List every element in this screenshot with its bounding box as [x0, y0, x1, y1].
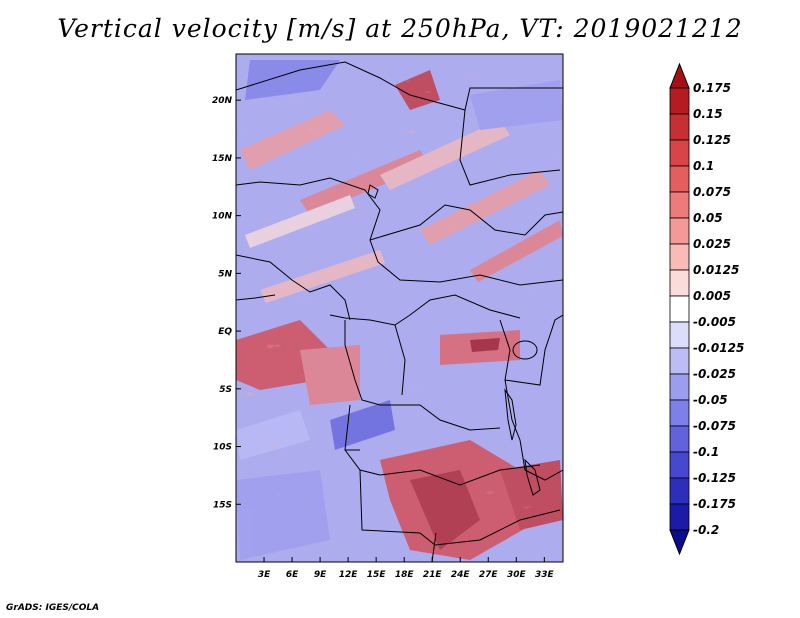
colorbar-segment — [669, 165, 690, 193]
y-tick-label: 15S — [213, 500, 232, 510]
colorbar-label: 0.005 — [693, 289, 731, 303]
colorbar-segment — [669, 191, 690, 219]
map-frame — [235, 53, 564, 563]
colorbar-label: -0.2 — [693, 523, 719, 537]
x-tick-label: 3E — [258, 570, 271, 580]
colorbar-segment — [669, 269, 690, 297]
colorbar: 0.175 0.15 0.125 0.1 0.075 0.05 0.025 0.0125 0.0… — [669, 62, 744, 556]
x-tick-label: 15E — [367, 570, 387, 580]
x-tick-label: 33E — [535, 570, 555, 580]
colorbar-segment — [669, 425, 690, 453]
colorbar-label: 0.1 — [693, 159, 714, 173]
map-title: Vertical velocity [m/s] at 250hPa, VT: 2… — [57, 14, 743, 43]
x-tick-label: 18E — [395, 570, 415, 580]
colorbar-label: -0.075 — [693, 419, 736, 433]
colorbar-label: 0.15 — [693, 107, 723, 121]
colorbar-segment — [669, 243, 690, 271]
colorbar-segment — [669, 347, 690, 375]
colorbar-label: 0.05 — [693, 211, 723, 225]
colorbar-label: 0.025 — [693, 237, 731, 251]
colorbar-segment — [669, 451, 690, 479]
y-tick-label: 20N — [212, 96, 233, 106]
y-tick-label: 5N — [218, 269, 232, 279]
velocity-field — [236, 54, 563, 562]
colorbar-label: -0.1 — [693, 445, 719, 459]
colorbar-segment — [669, 87, 690, 115]
x-tick-label: 27E — [479, 570, 499, 580]
x-tick-label: 6E — [286, 570, 299, 580]
colorbar-label: -0.175 — [693, 497, 736, 511]
colorbar-label: -0.125 — [693, 471, 736, 485]
x-tick-label: 12E — [339, 570, 359, 580]
grads-credit: GrADS: IGES/COLA — [6, 603, 100, 613]
colorbar-segment — [669, 139, 690, 167]
colorbar-segment — [669, 503, 690, 531]
y-tick-label: 10S — [213, 443, 232, 453]
longitude-axis: 3E 6E 9E 12E 15E 18E 21E 24E 27E 30E 33E — [258, 557, 555, 580]
y-tick-label: 15N — [212, 154, 233, 164]
colorbar-segment — [669, 217, 690, 245]
colorbar-bottom-arrow — [669, 529, 690, 556]
colorbar-label: 0.125 — [693, 133, 731, 147]
lakes — [367, 184, 541, 496]
colorbar-segment — [669, 113, 690, 141]
x-tick-label: 21E — [423, 570, 443, 580]
colorbar-segment — [669, 477, 690, 505]
y-tick-label: 10N — [212, 212, 233, 222]
colorbar-segment — [669, 399, 690, 427]
colorbar-label: 0.0125 — [693, 263, 739, 277]
x-tick-label: 30E — [507, 570, 527, 580]
y-tick-label: 5S — [219, 385, 232, 395]
colorbar-label: -0.025 — [693, 367, 736, 381]
colorbar-label: -0.0125 — [693, 341, 744, 355]
colorbar-top-arrow — [669, 62, 690, 89]
x-tick-label: 9E — [314, 570, 327, 580]
colorbar-label: -0.05 — [693, 393, 728, 407]
colorbar-segment — [669, 321, 690, 349]
colorbar-label: -0.005 — [693, 315, 736, 329]
colorbar-label: 0.075 — [693, 185, 731, 199]
latitude-axis: 20N 15N 10N 5N EQ 5S 10S 15S — [212, 96, 241, 510]
colorbar-segment — [669, 295, 690, 323]
colorbar-segment — [669, 373, 690, 401]
y-tick-label: EQ — [218, 327, 232, 337]
country-borders — [236, 61, 563, 562]
x-tick-label: 24E — [451, 570, 471, 580]
colorbar-label: 0.175 — [693, 81, 731, 95]
